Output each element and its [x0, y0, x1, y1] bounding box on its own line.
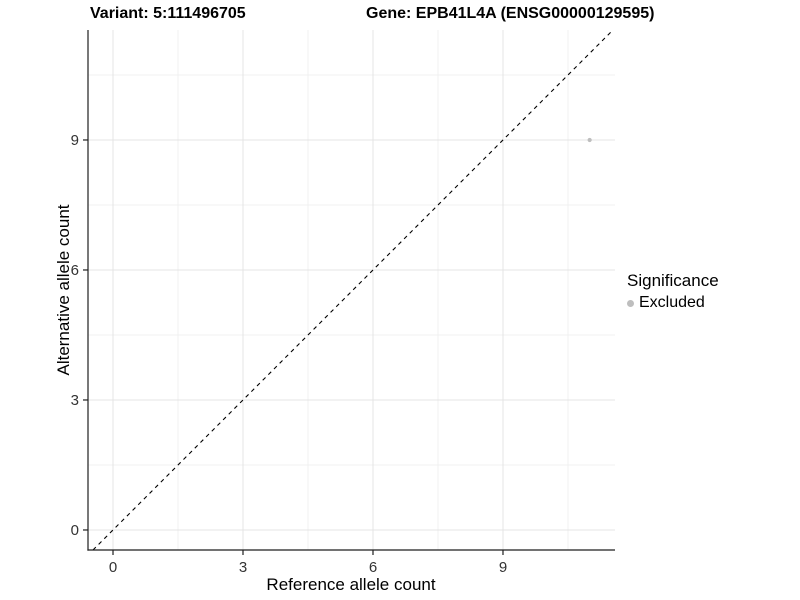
legend-entries: Excluded [627, 294, 719, 312]
y-axis-title: Alternative allele count [54, 204, 73, 376]
legend-title: Significance [627, 271, 719, 290]
y-tick-label: 0 [71, 522, 79, 539]
y-tick-label: 3 [71, 392, 79, 409]
legend-point-icon [627, 299, 634, 307]
legend-entry-label: Excluded [639, 294, 705, 311]
identity-line [92, 29, 614, 551]
y-tick-label: 9 [71, 132, 79, 149]
x-tick-label: 3 [239, 559, 247, 576]
x-tick-label: 6 [369, 559, 377, 576]
data-point [587, 137, 592, 143]
x-axis-title: Reference allele count [266, 575, 436, 594]
y-tick-label: 6 [71, 262, 79, 279]
x-tick-label: 0 [109, 559, 117, 576]
gene-title: Gene: EPB41L4A (ENSG00000129595) [366, 5, 655, 22]
variant-title: Variant: 5:111496705 [90, 5, 246, 22]
legend-entry: Excluded [627, 294, 719, 312]
legend: Significance Excluded [627, 271, 719, 312]
x-tick-label: 9 [499, 559, 507, 576]
